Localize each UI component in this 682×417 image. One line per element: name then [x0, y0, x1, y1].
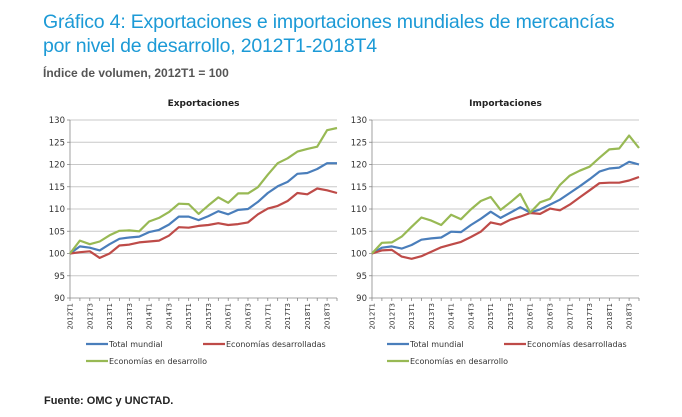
x-tick-label: 2018T3: [626, 303, 634, 330]
y-tick-label: 100: [49, 250, 65, 260]
x-tick-label: 2012T1: [67, 303, 75, 330]
x-tick-label: 2015T1: [185, 303, 193, 330]
y-tick-label: 100: [351, 250, 367, 260]
y-tick-label: 90: [356, 294, 367, 304]
y-tick-label: 125: [351, 138, 367, 148]
chart-importaciones: Importaciones 90 95 100 105 110 115 120 125 130 20…: [351, 99, 640, 366]
x-tick-label: 2012T1: [369, 303, 377, 330]
y-tick-label: 115: [351, 183, 367, 193]
x-tick-label: 2014T3: [165, 303, 173, 330]
legend-label: Economías desarrolladas: [527, 340, 627, 349]
legend-label: Economías en desarrollo: [109, 357, 207, 366]
y-tick-label: 125: [49, 138, 65, 148]
x-tick-label: 2017T3: [284, 303, 292, 330]
y-tick-label: 95: [356, 272, 367, 282]
series-line-total-mundial: [371, 160, 640, 255]
x-tick-label: 2017T3: [586, 303, 594, 330]
x-tick-label: 2015T3: [205, 303, 213, 330]
y-tick-label: 110: [49, 205, 65, 215]
legend-label: Total mundial: [108, 340, 163, 349]
x-tick-label: 2015T3: [507, 303, 515, 330]
x-tick-label: 2016T1: [527, 303, 535, 330]
legend-label: Economías desarrolladas: [226, 340, 326, 349]
legend-label: Total mundial: [409, 340, 464, 349]
y-tick-label: 110: [351, 205, 367, 215]
x-tick-label: 2013T1: [106, 303, 114, 330]
y-tick-label: 120: [351, 161, 367, 171]
y-tick-label: 115: [49, 183, 65, 193]
source-note: Fuente: OMC y UNCTAD.: [44, 395, 174, 407]
y-tick-label: 105: [351, 227, 367, 237]
x-tick-label: 2018T3: [324, 303, 332, 330]
figure-subtitle: Índice de volumen, 2012T1 = 100: [43, 66, 229, 80]
x-tick-label: 2012T3: [86, 303, 94, 330]
chart-exportaciones: Exportaciones 90 95 100 105 110 115 120 125 130 20…: [49, 99, 338, 366]
y-tick-label: 90: [54, 294, 65, 304]
x-tick-label: 2013T3: [126, 303, 134, 330]
x-tick-label: 2013T1: [408, 303, 416, 330]
x-tick-label: 2012T3: [388, 303, 396, 330]
y-tick-label: 130: [49, 116, 65, 126]
series-line-total-mundial: [69, 162, 337, 255]
x-tick-label: 2016T1: [225, 303, 233, 330]
x-tick-label: 2014T3: [467, 303, 475, 330]
x-tick-label: 2014T1: [448, 303, 456, 330]
x-tick-label: 2017T1: [264, 303, 272, 330]
figure-title-line1: Gráfico 4: Exportaciones e importaciones…: [43, 11, 615, 33]
series-line-economias-en-desarrollo: [69, 126, 338, 255]
chart-title: Exportaciones: [168, 99, 240, 109]
series-line-economias-en-desarrollo: [371, 134, 640, 255]
x-tick-label: 2015T1: [487, 303, 495, 330]
x-tick-label: 2018T1: [304, 303, 312, 330]
figure-title: Gráfico 4: Exportaciones e importaciones…: [43, 10, 682, 58]
y-tick-label: 105: [49, 227, 65, 237]
x-tick-label: 2013T3: [428, 303, 436, 330]
x-tick-label: 2017T1: [566, 303, 574, 330]
legend-label: Economías en desarrollo: [410, 357, 508, 366]
series-line-economias-desarrolladas: [371, 175, 640, 260]
x-tick-label: 2016T3: [245, 303, 253, 330]
x-tick-label: 2016T3: [547, 303, 555, 330]
figure-title-line2: por nivel de desarrollo, 2012T1-2018T4: [43, 35, 377, 57]
x-tick-label: 2014T1: [146, 303, 154, 330]
y-tick-label: 130: [351, 116, 367, 126]
y-tick-label: 120: [49, 161, 65, 171]
y-tick-label: 95: [54, 272, 65, 282]
series-line-economias-desarrolladas: [69, 187, 338, 259]
chart-title: Importaciones: [469, 99, 542, 109]
x-tick-label: 2018T1: [606, 303, 614, 330]
